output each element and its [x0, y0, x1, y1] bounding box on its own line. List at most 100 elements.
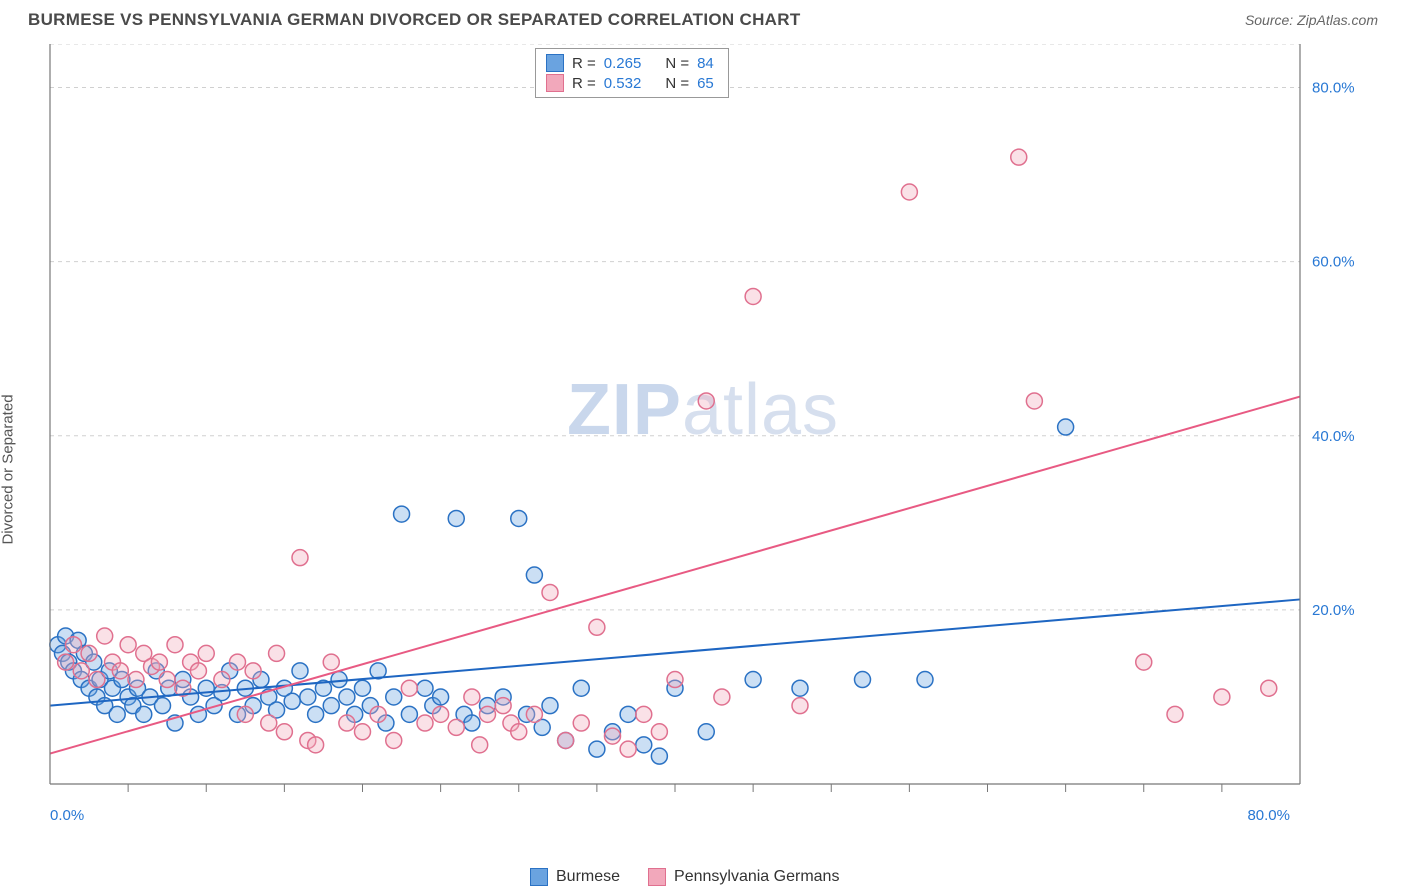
- data-point: [651, 748, 667, 764]
- data-point: [136, 706, 152, 722]
- r-value: 0.532: [604, 75, 642, 92]
- data-point: [284, 693, 300, 709]
- data-point: [109, 706, 125, 722]
- legend-top-row: R = 0.532 N = 65: [546, 73, 714, 93]
- series-legend: Burmese Pennsylvania Germans: [530, 868, 839, 886]
- data-point: [81, 645, 97, 661]
- data-point: [58, 654, 74, 670]
- data-point: [636, 706, 652, 722]
- data-point: [745, 288, 761, 304]
- r-label: R =: [572, 55, 596, 72]
- data-point: [433, 689, 449, 705]
- chart-container: Divorced or Separated ZIPatlas 20.0%40.0…: [0, 36, 1406, 886]
- data-point: [698, 724, 714, 740]
- data-point: [230, 654, 246, 670]
- data-point: [573, 715, 589, 731]
- data-point: [370, 706, 386, 722]
- n-value: 84: [697, 55, 714, 72]
- data-point: [1167, 706, 1183, 722]
- data-point: [620, 706, 636, 722]
- y-tick-label: 80.0%: [1312, 80, 1355, 97]
- data-point: [417, 715, 433, 731]
- data-point: [1058, 419, 1074, 435]
- y-tick-label: 40.0%: [1312, 428, 1355, 445]
- data-point: [526, 567, 542, 583]
- legend-label: Burmese: [556, 868, 620, 886]
- n-value: 65: [697, 75, 714, 92]
- data-point: [526, 706, 542, 722]
- x-origin-label: 0.0%: [50, 807, 84, 824]
- data-point: [1261, 680, 1277, 696]
- data-point: [1214, 689, 1230, 705]
- data-point: [401, 706, 417, 722]
- data-point: [542, 698, 558, 714]
- data-point: [120, 637, 136, 653]
- legend-bottom-item: Burmese: [530, 868, 620, 886]
- data-point: [394, 506, 410, 522]
- data-point: [1011, 149, 1027, 165]
- data-point: [151, 654, 167, 670]
- data-point: [448, 510, 464, 526]
- data-point: [401, 680, 417, 696]
- data-point: [331, 672, 347, 688]
- data-point: [542, 584, 558, 600]
- data-point: [698, 393, 714, 409]
- data-point: [237, 706, 253, 722]
- data-point: [97, 628, 113, 644]
- data-point: [214, 672, 230, 688]
- data-point: [73, 663, 89, 679]
- data-point: [745, 672, 761, 688]
- data-point: [355, 724, 371, 740]
- data-point: [339, 715, 355, 731]
- data-point: [261, 715, 277, 731]
- data-point: [89, 672, 105, 688]
- data-point: [276, 724, 292, 740]
- data-point: [573, 680, 589, 696]
- y-tick-label: 60.0%: [1312, 254, 1355, 271]
- data-point: [511, 724, 527, 740]
- data-point: [65, 637, 81, 653]
- legend-label: Pennsylvania Germans: [674, 868, 839, 886]
- data-point: [190, 663, 206, 679]
- data-point: [159, 672, 175, 688]
- data-point: [901, 184, 917, 200]
- data-point: [792, 698, 808, 714]
- data-point: [245, 663, 261, 679]
- data-point: [300, 689, 316, 705]
- trend-line: [50, 397, 1300, 754]
- legend-swatch: [530, 868, 548, 886]
- data-point: [433, 706, 449, 722]
- data-point: [855, 672, 871, 688]
- legend-bottom-item: Pennsylvania Germans: [648, 868, 839, 886]
- data-point: [355, 680, 371, 696]
- source-label: Source: ZipAtlas.com: [1245, 12, 1378, 28]
- data-point: [323, 654, 339, 670]
- data-point: [464, 689, 480, 705]
- data-point: [636, 737, 652, 753]
- data-point: [128, 672, 144, 688]
- data-point: [112, 663, 128, 679]
- r-value: 0.265: [604, 55, 642, 72]
- n-label: N =: [665, 75, 689, 92]
- legend-swatch: [546, 74, 564, 92]
- legend-top-row: R = 0.265 N = 84: [546, 53, 714, 73]
- x-max-label: 80.0%: [1247, 807, 1290, 824]
- data-point: [292, 663, 308, 679]
- chart-header: BURMESE VS PENNSYLVANIA GERMAN DIVORCED …: [0, 0, 1406, 36]
- chart-title: BURMESE VS PENNSYLVANIA GERMAN DIVORCED …: [28, 10, 801, 30]
- data-point: [558, 732, 574, 748]
- data-point: [589, 619, 605, 635]
- data-point: [308, 706, 324, 722]
- data-point: [386, 732, 402, 748]
- data-point: [269, 645, 285, 661]
- data-point: [339, 689, 355, 705]
- data-point: [605, 728, 621, 744]
- data-point: [323, 698, 339, 714]
- data-point: [308, 737, 324, 753]
- data-point: [292, 550, 308, 566]
- data-point: [651, 724, 667, 740]
- y-tick-label: 20.0%: [1312, 602, 1355, 619]
- data-point: [167, 637, 183, 653]
- data-point: [155, 698, 171, 714]
- data-point: [448, 719, 464, 735]
